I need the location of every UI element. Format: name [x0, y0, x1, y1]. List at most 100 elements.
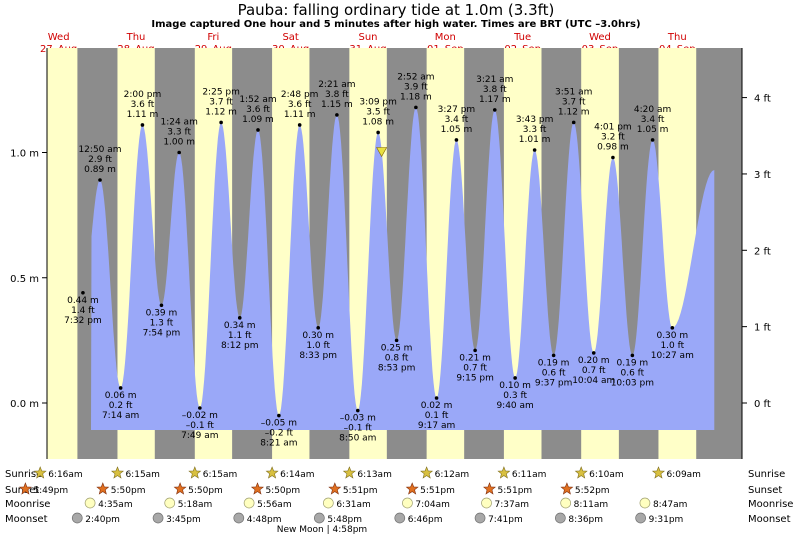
- tide-label: 2:25 pm: [202, 87, 240, 97]
- tide-point: [297, 123, 302, 127]
- moonrise-time: 8:11am: [574, 500, 609, 510]
- moonrise-time: 5:18am: [178, 500, 213, 510]
- tide-label: 1:52 am: [239, 95, 276, 105]
- moonset-icon: [313, 512, 325, 524]
- tide-label: 1.12 m: [205, 107, 237, 117]
- tide-label: 4:20 am: [634, 105, 671, 115]
- tide-label: 0.1 ft: [425, 411, 449, 421]
- day-name: Fri: [207, 32, 219, 43]
- sunset-icon: [250, 482, 264, 495]
- moonrise-time: 4:35am: [98, 500, 133, 510]
- sun-moon-rows: Sunrise Sunrise 6:16am 6:15am 6:15am 6:14am 6:…: [5, 466, 793, 525]
- tide-label: 0.20 m: [578, 356, 610, 366]
- tide-label: 8:53 pm: [378, 363, 416, 373]
- moonrise-row-label-right: Moonrise: [748, 499, 793, 510]
- tide-label: 0.21 m: [459, 353, 491, 363]
- tide-label: 9:17 am: [418, 421, 455, 431]
- day-name: Sat: [282, 32, 298, 43]
- tide-point: [670, 326, 675, 330]
- daylight-band: [47, 48, 78, 459]
- moonrise-icon: [243, 497, 255, 509]
- tide-point: [177, 150, 181, 155]
- tide-label: 9:15 pm: [456, 373, 494, 383]
- moonset-time: 3:45pm: [166, 515, 201, 525]
- sunset-time: 5:50pm: [265, 486, 300, 496]
- tide-label: 1.01 m: [519, 135, 551, 145]
- sunset-icon: [173, 482, 187, 495]
- day-name: Tue: [513, 32, 531, 43]
- tide-label: 1.11 m: [127, 110, 159, 120]
- tide-label: 12:50 am: [78, 145, 121, 155]
- sunset-icon: [328, 482, 342, 495]
- moonset-icon: [394, 512, 406, 524]
- tide-point: [551, 353, 556, 358]
- tide-point: [81, 290, 85, 295]
- moonrise-time: 6:31am: [336, 500, 371, 510]
- tide-label: 1.00 m: [163, 138, 195, 148]
- sunset-icon: [405, 482, 419, 495]
- day-name: Thu: [667, 32, 687, 43]
- moonset-time: 6:46pm: [408, 515, 443, 525]
- tide-label: 1.17 m: [479, 95, 511, 105]
- tide-label: 3.9 ft: [404, 82, 428, 92]
- tide-point: [355, 408, 360, 413]
- tide-point: [316, 326, 321, 330]
- moonset-icon: [635, 512, 646, 524]
- tide-label: 0.10 m: [499, 381, 531, 391]
- sunset-time: 5:49pm: [33, 486, 68, 496]
- sunset-row-label-right: Sunset: [748, 485, 782, 496]
- tide-label: 3.6 ft: [131, 100, 155, 110]
- chart-subtitle: Image captured One hour and 5 minutes af…: [151, 19, 640, 30]
- tide-label: 0.8 ft: [385, 353, 409, 363]
- sunrise-time: 6:09am: [666, 470, 701, 480]
- tide-label: 1.05 m: [637, 125, 669, 135]
- axes: 0.0 m 0.5 m 1.0 m 0 ft 1 ft 2 ft 3 ft 4 ft: [10, 48, 771, 459]
- tide-label: 3.2 ft: [601, 133, 625, 143]
- moonset-time: 2:40pm: [85, 515, 120, 525]
- tide-label: –0.1 ft: [344, 424, 373, 434]
- sunrise-icon: [188, 466, 202, 479]
- moonset-icon: [71, 512, 83, 524]
- tide-label: 10:27 am: [651, 351, 694, 361]
- tide-label: 1.09 m: [242, 115, 274, 125]
- tide-labels: 0.44 m1.4 ft7:32 pm 12:50 am2.9 ft0.89 m 0…: [64, 72, 694, 448]
- tide-label: –0.03 m: [340, 414, 376, 424]
- current-tide-marker: [376, 147, 388, 158]
- tide-point: [513, 376, 517, 380]
- moonrise-time: 7:04am: [415, 500, 450, 510]
- tide-label: 3.3 ft: [523, 125, 547, 135]
- tide-label: 4:01 pm: [594, 123, 632, 133]
- moonset-time: 8:36pm: [568, 515, 603, 525]
- sunrise-icon: [265, 466, 279, 479]
- tide-label: 2:00 pm: [124, 90, 162, 100]
- tide-label: 10:03 pm: [611, 378, 654, 388]
- tide-label: –0.02 m: [182, 411, 218, 421]
- y-tick-label-ft: 1 ft: [754, 323, 771, 334]
- tide-point: [532, 148, 537, 152]
- day-name: Sun: [358, 32, 377, 43]
- sunrise-icon: [111, 466, 124, 479]
- tide-label: 7:49 am: [181, 431, 218, 441]
- tide-point: [630, 353, 635, 358]
- tide-label: 0.39 m: [146, 308, 178, 318]
- chart-title: Pauba: falling ordinary tide at 1.0m (3.…: [238, 1, 555, 19]
- tide-label: 3.8 ft: [325, 90, 349, 100]
- tide-label: –0.2 ft: [265, 429, 294, 439]
- sunrise-icon: [574, 466, 588, 479]
- tide-point: [394, 338, 399, 343]
- tide-label: 9:40 am: [496, 401, 533, 411]
- y-tick-label-m: 0.0 m: [10, 399, 39, 410]
- tide-label: 3.7 ft: [209, 97, 233, 107]
- tide-label: 2:21 am: [318, 80, 355, 90]
- moonset-time: 9:31pm: [649, 515, 684, 525]
- sunrise-time: 6:13am: [357, 470, 392, 480]
- sunrise-time: 6:16am: [48, 470, 83, 480]
- tide-label: 0.6 ft: [542, 368, 566, 378]
- new-moon-note: New Moon | 4:58pm: [277, 525, 367, 535]
- tide-point: [256, 128, 260, 132]
- tide-label: 1.1 ft: [228, 331, 252, 341]
- tide-label: 2:52 am: [397, 72, 434, 82]
- sunset-row-label-left: Sunset: [5, 485, 39, 496]
- tide-point: [118, 386, 123, 390]
- moonset-icon: [555, 512, 566, 524]
